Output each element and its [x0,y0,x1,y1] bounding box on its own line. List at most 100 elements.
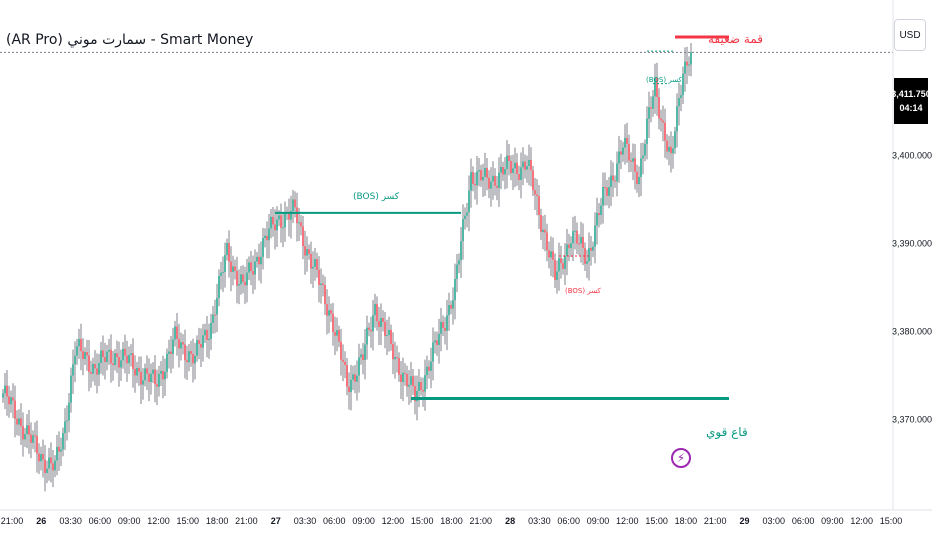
candle-body [78,339,80,347]
candle-body [578,243,580,245]
time-tick-label: 06:00 [323,516,346,526]
candle-body [14,400,16,419]
candle-body [460,241,462,261]
candle-body [386,334,388,336]
candle-body [208,338,210,340]
candle-body [550,251,552,258]
time-tick-label: 03:30 [294,516,317,526]
candle-body [96,368,98,375]
candle-body [28,425,30,435]
time-tick-label: 18:00 [206,516,229,526]
lightning-icon[interactable]: ⚡ [671,448,691,468]
candle-body [662,120,664,123]
candle-body [482,176,484,181]
candle-body [306,249,308,256]
candle-body [438,333,440,345]
candle-body [558,258,560,272]
candle-body [134,368,136,376]
candle-body [656,77,658,98]
candle-body [582,236,584,249]
candle-body [690,52,692,65]
candle-body [670,146,672,154]
candle-body [610,175,612,188]
candle-body [112,363,114,366]
candle-body [320,283,322,285]
candle-body [416,390,418,402]
candle-body [400,374,402,383]
candle-body [170,351,172,354]
price-axis[interactable]: 3,400.000 3,390.000 3,380.000 3,370.000 [892,0,932,510]
candle-body [180,342,182,349]
time-tick-label: 06:00 [557,516,580,526]
candle-body [228,243,230,262]
candle-body [566,244,568,256]
candle-body [358,357,360,376]
candle-body [244,281,246,286]
time-axis[interactable]: 21:00 26 03:30 06:00 09:00 12:00 15:00 18:00 21:… [0,509,932,526]
candle-body [618,151,620,164]
candle-body [12,397,14,401]
candle-body [308,249,310,254]
price-tick-label: 3,370.000 [892,415,932,425]
time-tick-label: 15:00 [411,516,434,526]
candle-body [342,359,344,362]
candle-body [246,272,248,286]
candle-body [366,327,368,345]
candle-body [196,340,198,356]
candle-body [210,322,212,339]
candle-body [424,375,426,392]
candle-body [254,261,256,275]
candle-body [612,175,614,181]
bos-label-bear: (BOS) كسر [565,287,601,295]
candle-body [572,231,574,244]
candle-body [304,246,306,256]
candle-body [576,230,578,244]
candle-body [432,342,434,362]
candle-body [138,367,140,372]
candle-body [378,321,380,327]
current-price-value: 3,411.750 [891,89,931,99]
candle-body [622,147,624,155]
candle-body [316,259,318,270]
candle-body [402,372,404,383]
candle-body [190,351,192,354]
candle-body [206,329,208,340]
candle-body [648,107,650,119]
candle-body [36,435,38,454]
candle-body [124,348,126,356]
candle-body [564,255,566,269]
candle-body [524,161,526,170]
candle-body [640,158,642,177]
candle-body [166,353,168,372]
candle-body [594,225,596,247]
candle-body [2,393,4,398]
candle-body [198,340,200,344]
candle-body [22,426,24,440]
candle-body [160,370,162,374]
candle-body [262,238,264,257]
candle-body [620,151,622,155]
candle-body [384,321,386,336]
candle-body [88,355,90,372]
candle-body [156,384,158,387]
candle-body [272,216,274,225]
candle-body [678,98,680,107]
candle-body [276,219,278,231]
time-tick-label: 15:00 [880,516,903,526]
candle-body [478,170,480,172]
candle-body [248,262,250,273]
candle-body [574,230,576,232]
candle-body [624,137,626,148]
candle-body [380,317,382,327]
candle-body [6,385,8,397]
chart-title: (AR Pro) سمارت موني - Smart Money [6,32,254,48]
candle-body [256,256,258,262]
candle-body [444,327,446,331]
candle-body [216,297,218,315]
candle-body [106,351,108,362]
candle-body [220,272,222,276]
currency-button[interactable]: USD [894,19,926,51]
candle-body [510,160,512,174]
bar-countdown: 04:14 [899,103,923,113]
